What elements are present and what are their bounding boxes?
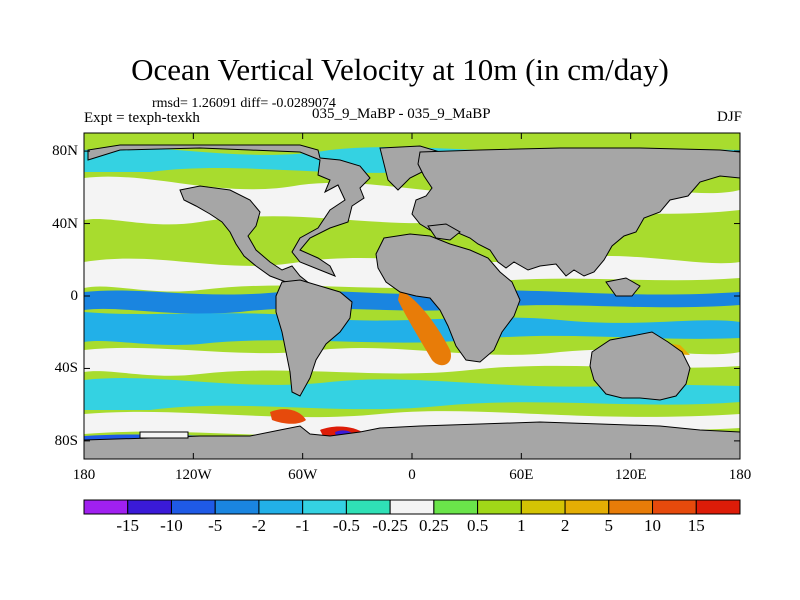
colorbar-level-label: 15: [687, 516, 705, 535]
colorbar-swatch: [83, 499, 129, 515]
land-ice-shelf: [139, 431, 189, 439]
colorbar-level-label: -0.25: [372, 516, 408, 535]
contour-cyan-equator: [84, 312, 740, 345]
lat-label: 40N: [52, 215, 78, 232]
contour-orange-coast-africa: [398, 290, 451, 366]
land-australia: [589, 331, 691, 401]
lon-label: 60W: [288, 467, 318, 483]
contour-white-austral: [84, 411, 740, 436]
colorbar-swatch: [258, 499, 304, 515]
lon-label: 60E: [509, 467, 534, 483]
colorbar-level-label: -5: [208, 516, 223, 535]
colorbar-swatch: [170, 499, 216, 515]
stats-label: rmsd= 1.26091 diff= -0.0289074: [152, 96, 336, 111]
land-africa: [375, 233, 521, 363]
lon-label: 120W: [174, 467, 212, 483]
colorbar-swatch: [214, 499, 260, 515]
colorbar-swatch: [302, 499, 347, 515]
colorbar-swatch: [433, 499, 479, 515]
lat-label: 40S: [54, 360, 78, 377]
colorbar-level-label: 10: [644, 516, 662, 535]
contour-cyan-south: [84, 378, 740, 410]
colorbar-swatch: [520, 499, 566, 515]
land-arabian-sea-island: [427, 223, 461, 241]
land-south-america: [275, 279, 353, 397]
colorbar-level-label: -2: [251, 516, 266, 535]
colorbar-swatch: [477, 499, 522, 515]
colorbar-level-label: -0.5: [332, 516, 360, 535]
case-label: 035_9_MaBP - 035_9_MaBP: [312, 106, 491, 122]
land-eurasia: [411, 147, 740, 277]
colorbar-level-label: -1: [295, 516, 310, 535]
land-north-america: [87, 144, 371, 277]
colorbar-level-label: -10: [160, 516, 183, 535]
experiment-label: Expt = texph-texkh: [84, 110, 200, 126]
colorbar-level-label: 0.25: [418, 516, 449, 535]
lon-label: 0: [408, 467, 416, 483]
colorbar-level-label: 0.5: [466, 516, 489, 535]
colorbar-level-label: -15: [116, 516, 140, 535]
plot-title: Ocean Vertical Velocity at 10m (in cm/da…: [131, 52, 669, 87]
colorbar-swatch: [652, 499, 697, 515]
land-maritime-continent: [605, 277, 641, 297]
season-label: DJF: [716, 109, 742, 125]
colorbar-swatch: [345, 499, 391, 515]
colorbar-level-label: 2: [560, 516, 570, 535]
colorbar-level-label: 5: [604, 516, 614, 535]
colorbar-swatch: [608, 499, 654, 515]
colorbar: [83, 499, 741, 515]
lon-label: 120E: [614, 467, 647, 483]
lon-label: 180: [728, 467, 752, 483]
contour-white-south: [84, 347, 740, 376]
colorbar-swatch: [389, 499, 435, 515]
axis-ticks: [83, 133, 741, 459]
colorbar-swatch: [127, 499, 172, 515]
contour-orange-ross: [270, 409, 306, 424]
lat-label: 80S: [54, 432, 78, 449]
land-masses: [84, 144, 740, 459]
lat-label: 80N: [52, 143, 78, 160]
land-antarctica: [84, 421, 740, 459]
lat-label: 0: [70, 288, 79, 304]
colorbar-swatch: [695, 499, 741, 515]
colorbar-swatch: [564, 499, 610, 515]
colorbar-level-label: 1: [517, 516, 526, 535]
lon-label: 180: [72, 467, 96, 483]
